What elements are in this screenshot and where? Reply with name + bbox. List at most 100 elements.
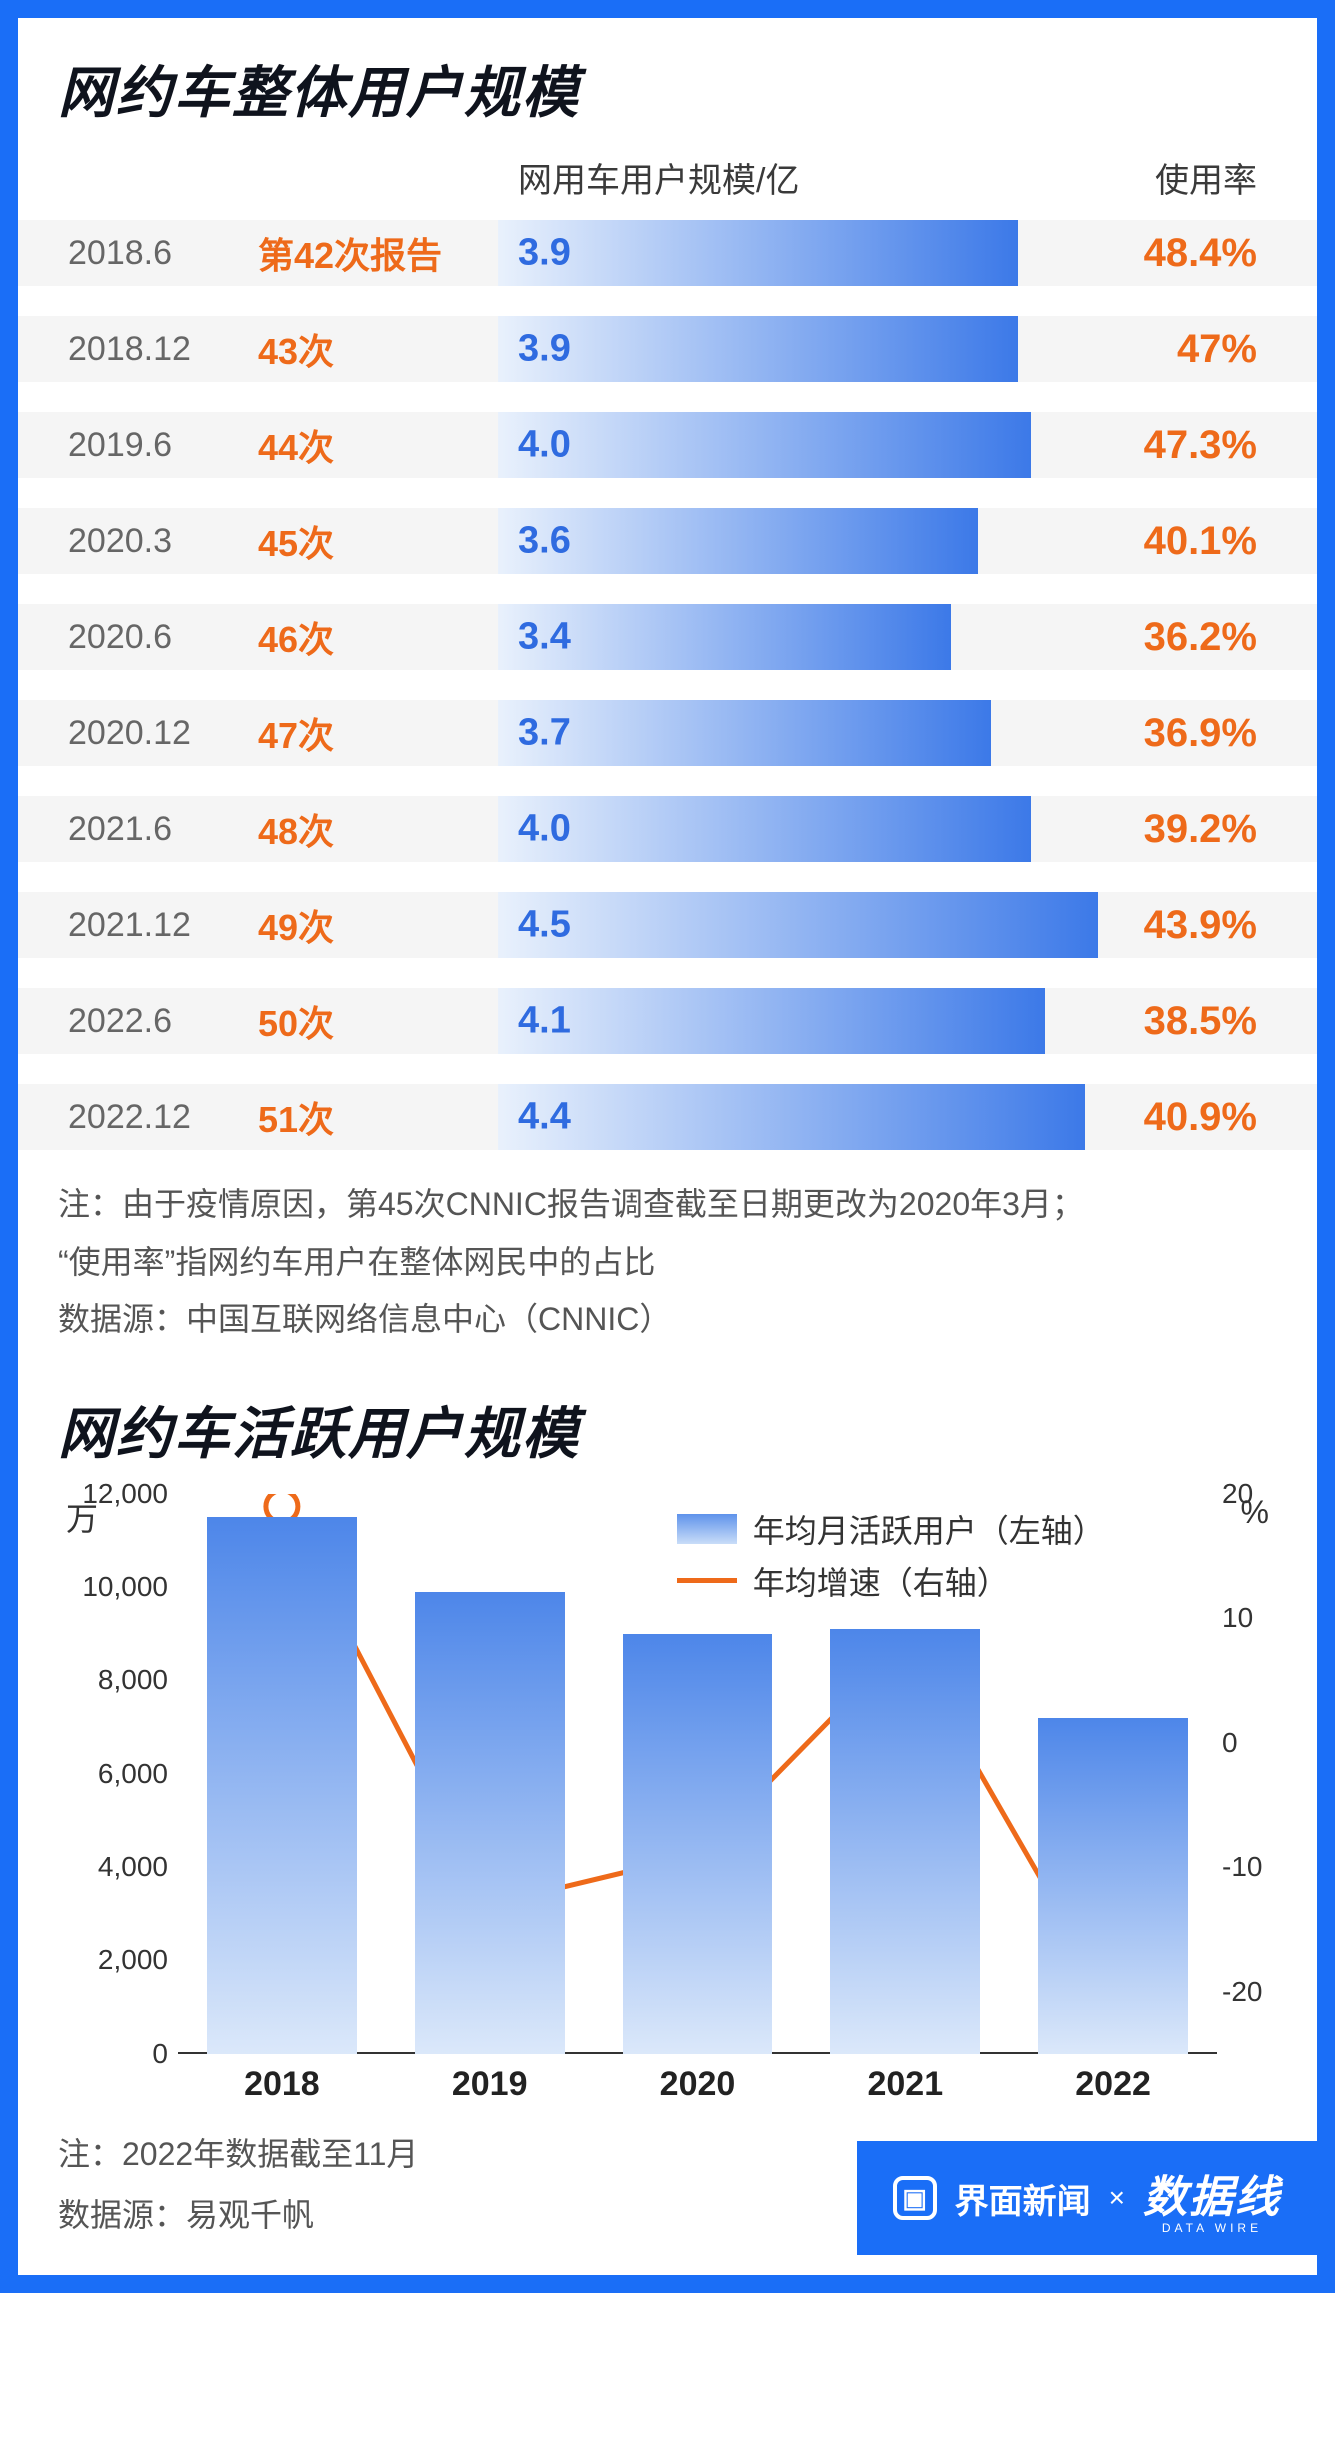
row-rate: 38.5% xyxy=(1098,999,1277,1044)
row-report: 51次 xyxy=(258,1091,498,1143)
x-category: 2018 xyxy=(244,2065,320,2104)
y-right-tick: 10 xyxy=(1222,1602,1277,1634)
row-bar-label: 4.5 xyxy=(518,904,571,947)
legend-line-swatch xyxy=(677,1578,737,1583)
row-bar-label: 3.7 xyxy=(518,712,571,755)
y-right-tick: -20 xyxy=(1222,1976,1277,2008)
row-bar-wrap: 3.9 xyxy=(498,220,1098,286)
row-report: 46次 xyxy=(258,611,498,663)
row-bar-label: 4.0 xyxy=(518,808,571,851)
row-bar-wrap: 3.9 xyxy=(498,316,1098,382)
row-bar-wrap: 4.0 xyxy=(498,796,1098,862)
footer-brand1: 界面新闻 xyxy=(955,2174,1091,2223)
note-source: 数据源：中国互联网络信息中心（CNNIC） xyxy=(58,1291,1277,1349)
chart1-row: 2022.12 51次 4.4 40.9% xyxy=(58,1080,1277,1154)
chart1-row: 2020.6 46次 3.4 36.2% xyxy=(58,600,1277,674)
chart2-legend: 年均月活跃用户（左轴） 年均增速（右轴） xyxy=(677,1506,1105,1610)
row-bar xyxy=(498,892,1098,958)
row-bar xyxy=(498,1084,1085,1150)
x-category: 2022 xyxy=(1075,2065,1151,2104)
chart1-row: 2018.12 43次 3.9 47% xyxy=(58,312,1277,386)
legend-bar-label: 年均月活跃用户（左轴） xyxy=(753,1506,1105,1552)
chart2-bar xyxy=(415,1592,565,2054)
row-date: 2022.6 xyxy=(58,1002,258,1041)
row-bar-wrap: 4.0 xyxy=(498,412,1098,478)
row-report: 第42次报告 xyxy=(258,227,498,279)
y-left-tick: 2,000 xyxy=(78,1944,168,1976)
row-bar xyxy=(498,412,1031,478)
row-bar-label: 4.4 xyxy=(518,1096,571,1139)
row-report: 48次 xyxy=(258,803,498,855)
row-date: 2022.12 xyxy=(58,1098,258,1137)
row-rate: 47.3% xyxy=(1098,423,1277,468)
y-right-tick: 20 xyxy=(1222,1478,1277,1510)
row-bar xyxy=(498,316,1018,382)
y-left-tick: 10,000 xyxy=(78,1571,168,1603)
footer-brand2-sub: DATA WIRE xyxy=(1143,2221,1281,2235)
y-left-tick: 0 xyxy=(78,2038,168,2070)
chart2-bar xyxy=(830,1629,980,2054)
legend-line-label: 年均增速（右轴） xyxy=(753,1558,1009,1604)
footer-brand2: 数据线 xyxy=(1143,2161,1281,2225)
row-rate: 36.9% xyxy=(1098,711,1277,756)
chart1-row: 2018.6 第42次报告 3.9 48.4% xyxy=(58,216,1277,290)
y-right-tick: 0 xyxy=(1222,1727,1277,1759)
row-rate: 47% xyxy=(1098,327,1277,372)
legend-item-bar: 年均月活跃用户（左轴） xyxy=(677,1506,1105,1552)
chart1-row: 2020.12 47次 3.7 36.9% xyxy=(58,696,1277,770)
row-rate: 40.9% xyxy=(1098,1095,1277,1140)
section1-title: 网约车整体用户规模 xyxy=(58,48,1277,129)
row-rate: 39.2% xyxy=(1098,807,1277,852)
section2-title: 网约车活跃用户规模 xyxy=(58,1389,1277,1470)
chart1-header-col2: 使用率 xyxy=(1118,153,1277,202)
row-bar-label: 3.6 xyxy=(518,520,571,563)
chart1-row: 2021.12 49次 4.5 43.9% xyxy=(58,888,1277,962)
row-bar-wrap: 4.4 xyxy=(498,1084,1098,1150)
row-bar-label: 4.1 xyxy=(518,1000,571,1043)
row-report: 47次 xyxy=(258,707,498,759)
y-right-tick: -10 xyxy=(1222,1851,1277,1883)
content-inner: 网约车整体用户规模 网用车用户规模/亿 使用率 2018.6 第42次报告 3.… xyxy=(18,18,1317,2275)
note-line: 注：由于疫情原因，第45次CNNIC报告调查截至日期更改为2020年3月； xyxy=(58,1176,1277,1234)
row-date: 2020.12 xyxy=(58,714,258,753)
row-bar-wrap: 3.6 xyxy=(498,508,1098,574)
chart2-plot: 年均月活跃用户（左轴） 年均增速（右轴） 02,0004,0006,0008,0… xyxy=(178,1494,1217,2054)
row-report: 49次 xyxy=(258,899,498,951)
row-bar-label: 4.0 xyxy=(518,424,571,467)
row-date: 2020.6 xyxy=(58,618,258,657)
note-line: “使用率”指网约车用户在整体网民中的占比 xyxy=(58,1234,1277,1292)
y-left-tick: 12,000 xyxy=(78,1478,168,1510)
row-rate: 48.4% xyxy=(1098,231,1277,276)
row-bar-wrap: 4.5 xyxy=(498,892,1098,958)
row-report: 50次 xyxy=(258,995,498,1047)
footer-logo-icon: ▣ xyxy=(893,2176,937,2220)
footer-strip: ▣ 界面新闻 × 数据线 DATA WIRE xyxy=(857,2141,1317,2255)
row-bar-label: 3.9 xyxy=(518,232,571,275)
row-report: 45次 xyxy=(258,515,498,567)
row-bar-label: 3.9 xyxy=(518,328,571,371)
row-rate: 40.1% xyxy=(1098,519,1277,564)
row-bar-wrap: 3.4 xyxy=(498,604,1098,670)
footer-sep: × xyxy=(1109,2182,1125,2214)
x-category: 2020 xyxy=(660,2065,736,2104)
infographic-frame: 网约车整体用户规模 网用车用户规模/亿 使用率 2018.6 第42次报告 3.… xyxy=(0,0,1335,2293)
chart2-bar xyxy=(1038,1718,1188,2054)
row-bar xyxy=(498,700,991,766)
row-rate: 36.2% xyxy=(1098,615,1277,660)
y-left-tick: 8,000 xyxy=(78,1664,168,1696)
row-bar xyxy=(498,988,1045,1054)
row-bar xyxy=(498,796,1031,862)
chart1-row: 2021.6 48次 4.0 39.2% xyxy=(58,792,1277,866)
row-rate: 43.9% xyxy=(1098,903,1277,948)
row-bar-wrap: 4.1 xyxy=(498,988,1098,1054)
y-left-tick: 4,000 xyxy=(78,1851,168,1883)
row-date: 2019.6 xyxy=(58,426,258,465)
x-category: 2019 xyxy=(452,2065,528,2104)
chart1-rows: 2018.6 第42次报告 3.9 48.4% 2018.12 43次 3.9 … xyxy=(58,216,1277,1154)
row-bar xyxy=(498,220,1018,286)
chart2-bar xyxy=(623,1634,773,2054)
chart2: 万 % 年均月活跃用户（左轴） 年均增速（右轴） 02,0004,0006,00… xyxy=(58,1494,1277,2054)
chart1-header-col1: 网用车用户规模/亿 xyxy=(518,153,1118,202)
row-date: 2018.12 xyxy=(58,330,258,369)
row-date: 2021.12 xyxy=(58,906,258,945)
